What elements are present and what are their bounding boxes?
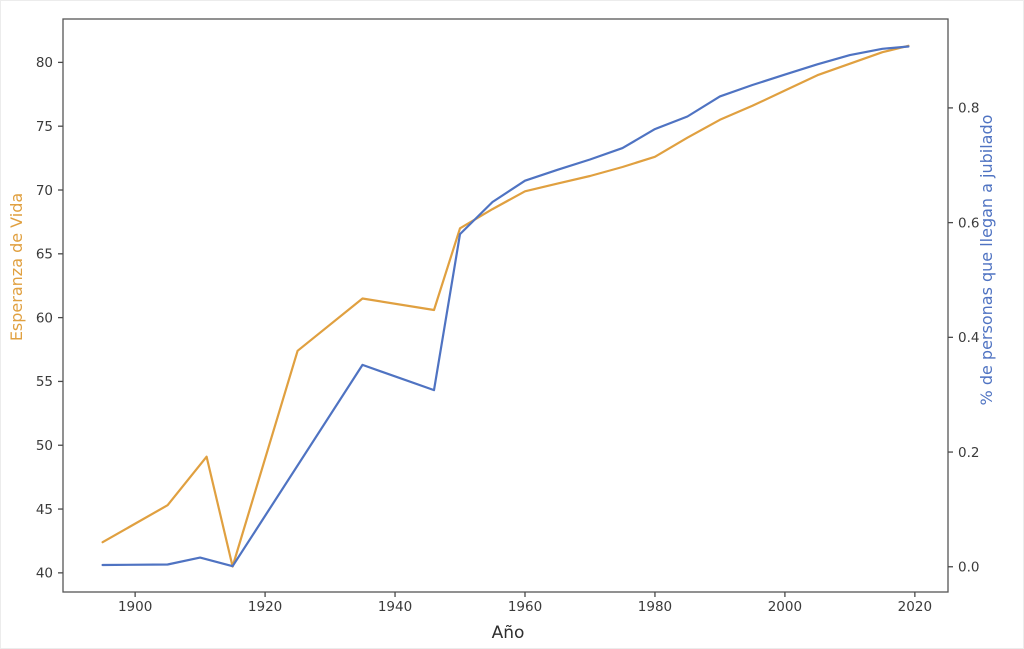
right-tick-label: 0.2 [958, 445, 979, 461]
right-axis: 0.0 0.2 0.4 0.6 0.8 [948, 101, 979, 576]
x-tick-label: 1900 [118, 599, 152, 615]
x-axis-label: Año [492, 623, 525, 643]
right-tick-label: 0.4 [958, 330, 979, 346]
left-tick-label: 75 [36, 119, 53, 135]
right-tick-label: 0.0 [958, 560, 979, 576]
left-tick-label: 40 [36, 566, 53, 582]
x-tick-label: 1980 [638, 599, 672, 615]
plot-area: 1900 1920 1940 1960 1980 2000 2020 40 45 50 55 60 65… [36, 18, 979, 615]
plot-border [62, 18, 949, 593]
left-tick-label: 50 [36, 438, 53, 454]
life-expectancy-line [101, 44, 910, 568]
left-tick-label: 45 [36, 502, 53, 518]
left-tick-label: 65 [36, 247, 53, 263]
left-tick-label: 70 [36, 183, 53, 199]
left-tick-label: 80 [36, 55, 53, 71]
x-tick-label: 1920 [248, 599, 282, 615]
right-axis-label: % de personas que llegan a jubilado [977, 115, 996, 406]
x-tick-label: 2020 [898, 599, 932, 615]
x-tick-label: 2000 [768, 599, 802, 615]
left-axis-label: Esperanza de Vida [7, 193, 26, 341]
left-axis: 40 45 50 55 60 65 70 75 80 [36, 55, 63, 582]
retirement-share-line [101, 45, 910, 568]
x-tick-label: 1960 [508, 599, 542, 615]
left-tick-label: 60 [36, 310, 53, 326]
right-tick-label: 0.6 [958, 215, 979, 231]
x-axis: 1900 1920 1940 1960 1980 2000 2020 [118, 592, 932, 615]
x-tick-label: 1940 [378, 599, 412, 615]
left-tick-label: 55 [36, 374, 53, 390]
right-tick-label: 0.8 [958, 101, 979, 117]
